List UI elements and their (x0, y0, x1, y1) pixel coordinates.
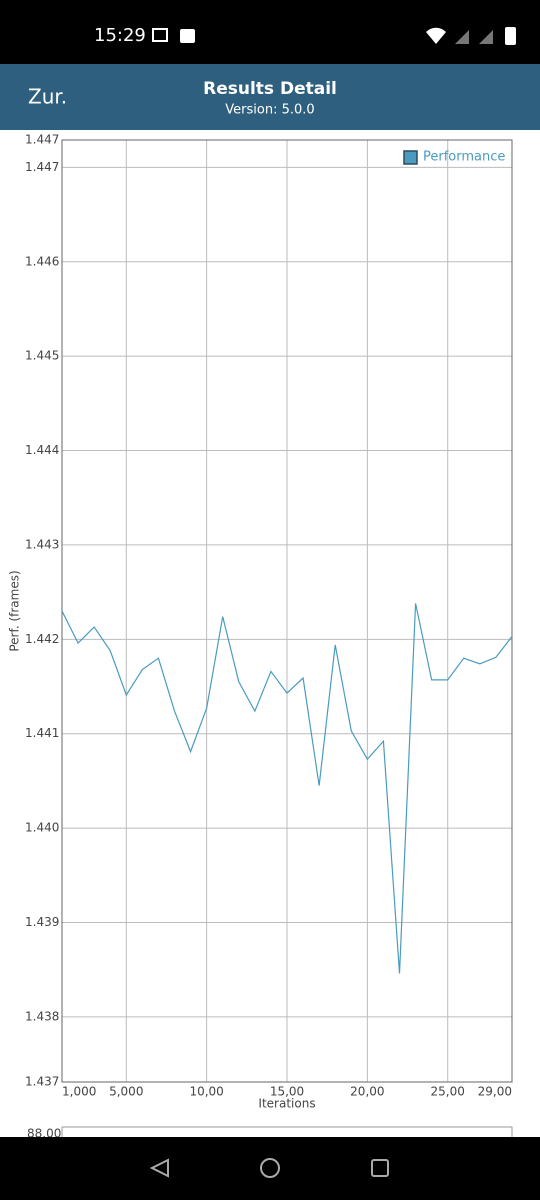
x-tick-label: 20,00 (350, 1085, 384, 1099)
y-tick-label: 1.446 (25, 254, 59, 268)
y-tick-label: 1.447 (25, 133, 59, 147)
x-tick-label: 29,00 (478, 1085, 512, 1099)
nav-recents[interactable] (371, 1159, 389, 1177)
status-bar (0, 0, 540, 64)
clock: 15:29 (94, 25, 146, 46)
image-icon (180, 29, 195, 43)
y-tick-label: 1.441 (25, 726, 59, 740)
y-tick-label: 1.440 (25, 821, 59, 835)
x-tick-label: 15,00 (270, 1085, 304, 1099)
y-tick-label: 1.445 (25, 349, 59, 363)
x-axis-label: Iterations (258, 1097, 315, 1111)
app-bar (0, 64, 540, 130)
y-tick-label: 1.442 (25, 632, 59, 646)
legend-label: Performance (423, 150, 505, 165)
mail-icon (152, 28, 168, 42)
legend-swatch (403, 150, 418, 165)
signal-icon (455, 30, 469, 44)
y-tick-label: 1.447 (25, 160, 59, 174)
x-tick-label: 1,000 (62, 1085, 96, 1099)
nav-home[interactable] (260, 1158, 280, 1178)
wifi-icon (426, 27, 446, 44)
back-button[interactable]: Zur. (28, 85, 67, 109)
nav-back[interactable] (149, 1158, 169, 1178)
title: Results Detail (203, 79, 337, 99)
y-tick-label: 1.438 (25, 1009, 59, 1023)
subtitle: Version: 5.0.0 (225, 103, 314, 118)
battery-icon (505, 27, 516, 45)
y-tick-label: 1.439 (25, 915, 59, 929)
y-tick-label: 1.437 (25, 1075, 59, 1089)
y-axis-label: Perf. (frames) (8, 570, 22, 651)
y-tick-label: 1.443 (25, 537, 59, 551)
x-tick-label: 10,00 (189, 1085, 223, 1099)
signal-icon (479, 30, 493, 44)
nav-bar (0, 1137, 540, 1200)
y-tick-label: 1.444 (25, 443, 59, 457)
x-tick-label: 5,000 (109, 1085, 143, 1099)
data-line (61, 603, 513, 974)
x-tick-label: 25,00 (431, 1085, 465, 1099)
